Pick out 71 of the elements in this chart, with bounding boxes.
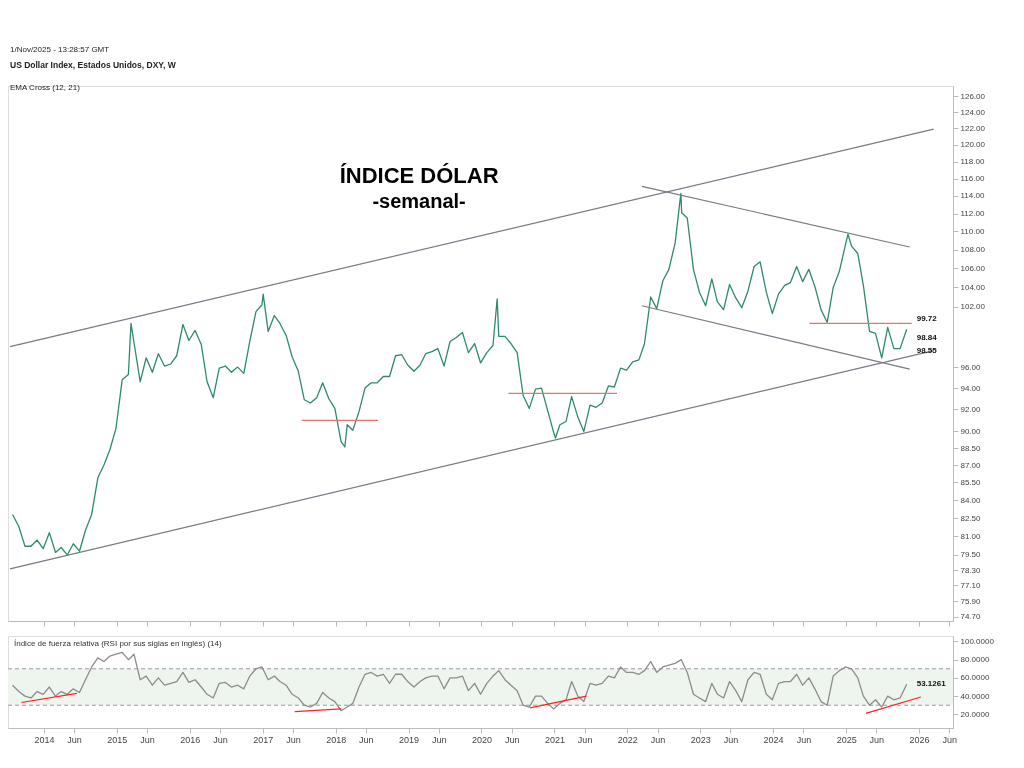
y-tick-label: 75.90: [960, 596, 982, 606]
x-tick-label: Jun: [723, 734, 739, 745]
annotation: 98.84: [916, 333, 938, 343]
x-tick-label: Jun: [869, 734, 885, 745]
y-tick-label: 122.00: [960, 123, 986, 133]
y-tick-label: 40.0000: [960, 691, 990, 701]
y-tick-label: 124.00: [960, 107, 986, 117]
x-tick-label: Jun: [650, 734, 666, 745]
x-tick-label: 2023: [690, 734, 711, 745]
x-tick-label: Jun: [140, 734, 155, 745]
y-tick-label: 106.00: [960, 263, 986, 273]
y-tick-label: 104.00: [960, 282, 986, 292]
y-tick-label: 102.00: [960, 302, 986, 312]
y-tick-label: 100.0000: [960, 636, 995, 646]
y-tick-label: 110.00: [960, 227, 985, 236]
y-tick-label: 20.0000: [960, 709, 990, 719]
y-tick-label: 87.00: [960, 460, 982, 470]
x-tick-label: Jun: [359, 734, 374, 745]
y-tick-label: 96.00: [960, 362, 982, 372]
y-tick-label: 126.00: [960, 91, 986, 101]
x-tick-label: 2017: [253, 734, 274, 745]
y-tick-label: 118.00: [960, 157, 985, 167]
chart-title: Índice de fuerza relativa (RSI por sus siglas en inglés) (14): [14, 639, 222, 648]
text: ÍNDICE DÓLAR: [339, 163, 499, 188]
x-tick-label: 2018: [326, 734, 347, 745]
y-tick-label: 114.00: [960, 191, 985, 201]
y-tick-label: 82.50: [960, 513, 982, 523]
x-tick-label: 2022: [617, 734, 638, 745]
y-tick-label: 85.50: [960, 477, 982, 487]
y-tick-label: 94.00: [960, 383, 982, 393]
x-tick-label: Jun: [504, 734, 520, 745]
y-tick-label: 92.00: [960, 404, 982, 414]
y-tick-label: 78.30: [960, 565, 982, 575]
y-tick-label: 108.00: [960, 245, 986, 255]
x-tick-label: Jun: [796, 734, 812, 745]
x-tick-label: Jun: [213, 734, 228, 745]
x-tick-label: 2024: [763, 734, 784, 745]
y-tick-label: 112.00: [960, 209, 985, 219]
y-tick-label: 80.0000: [960, 655, 990, 665]
x-tick-label: 2020: [471, 734, 492, 745]
x-tick-label: 2016: [180, 734, 201, 745]
x-tick-label: Jun: [431, 734, 447, 745]
annotation: 98.55: [916, 345, 938, 355]
x-tick-label: 2014: [34, 734, 55, 745]
y-tick-label: 74.70: [960, 612, 982, 622]
y-tick-label: 81.00: [960, 531, 982, 541]
y-tick-label: 79.50: [960, 550, 982, 560]
x-tick-label: 2021: [544, 734, 565, 745]
line-series: [11, 651, 908, 712]
annotation: 53.1261: [916, 679, 947, 689]
text: 1/Nov/2025 - 13:28:57 GMT: [10, 45, 110, 54]
y-tick-label: 116.00: [960, 174, 985, 184]
line-series: [11, 192, 908, 556]
y-tick-label: 84.00: [960, 495, 982, 505]
text: US Dollar Index, Estados Unidos, DXY, W: [10, 60, 177, 70]
x-tick-label: Jun: [942, 734, 957, 745]
annotation: 99.72: [916, 314, 938, 324]
y-tick-label: 120.00: [960, 140, 986, 150]
x-tick-label: Jun: [67, 734, 82, 745]
x-tick-label: 2019: [399, 734, 420, 745]
annotation: EMA Cross (12, 21): [10, 83, 81, 92]
y-tick-label: 88.50: [960, 443, 982, 453]
x-tick-label: 2026: [909, 734, 930, 745]
y-tick-label: 60.0000: [960, 673, 990, 683]
y-tick-label: 90.00: [960, 426, 982, 436]
x-tick-label: 2015: [107, 734, 128, 745]
text: -semanal-: [372, 190, 466, 212]
x-tick-label: Jun: [577, 734, 593, 745]
y-tick-label: 77.10: [960, 580, 982, 590]
x-tick-label: 2025: [836, 734, 857, 745]
x-tick-label: Jun: [286, 734, 301, 745]
